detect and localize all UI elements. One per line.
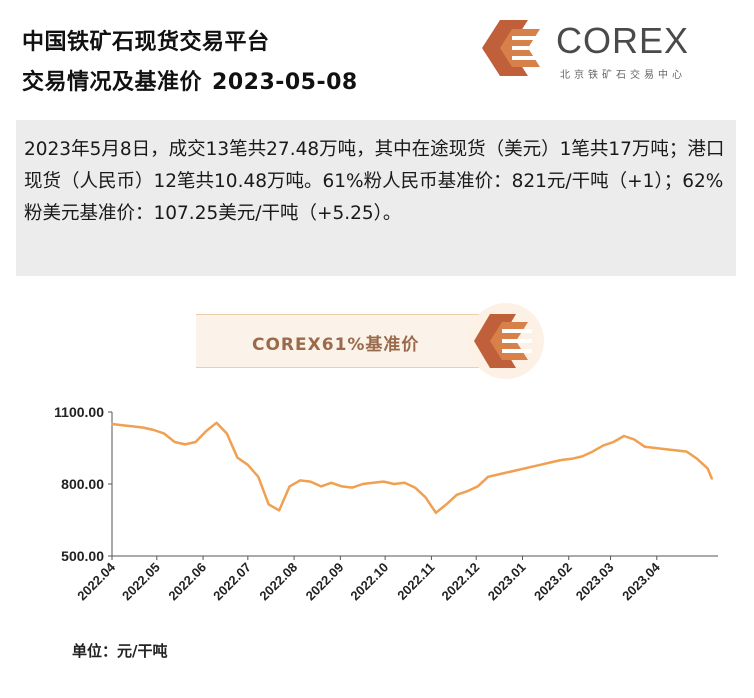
banner-label: COREX61%基准价 bbox=[252, 335, 420, 355]
y-tick-labels: 1100.00 800.00 500.00 bbox=[54, 404, 112, 564]
x-tick-label: 2022.07 bbox=[210, 560, 254, 604]
logo-wordmark: COREX bbox=[556, 20, 690, 61]
x-tick-label: 2022.04 bbox=[74, 559, 118, 603]
data-point bbox=[456, 494, 458, 496]
series-group bbox=[111, 421, 714, 515]
x-tick-label: 2022.05 bbox=[119, 560, 163, 604]
data-point bbox=[382, 480, 385, 483]
data-point bbox=[299, 479, 301, 482]
data-point bbox=[267, 503, 270, 506]
data-point bbox=[696, 458, 698, 460]
data-point bbox=[539, 464, 542, 466]
x-tick-label: 2022.09 bbox=[303, 560, 347, 604]
data-point bbox=[424, 496, 427, 498]
data-point bbox=[226, 432, 228, 435]
data-point bbox=[121, 424, 124, 426]
y-tick-label: 800.00 bbox=[61, 476, 104, 492]
x-tick-label: 2023.01 bbox=[485, 560, 529, 604]
data-point bbox=[550, 461, 552, 464]
data-point bbox=[529, 466, 531, 468]
data-point bbox=[393, 483, 395, 485]
data-point bbox=[351, 486, 354, 489]
data-point bbox=[508, 471, 510, 473]
data-point bbox=[633, 438, 636, 441]
data-point bbox=[132, 425, 134, 428]
x-tick-label: 2022.06 bbox=[165, 560, 209, 604]
x-tick-label: 2023.04 bbox=[619, 559, 663, 603]
benchmark-banner: COREX61%基准价 bbox=[196, 300, 546, 382]
data-point bbox=[278, 509, 281, 512]
data-point bbox=[435, 512, 437, 514]
data-point bbox=[711, 478, 713, 480]
x-tick-label: 2022.11 bbox=[394, 560, 437, 603]
data-point bbox=[215, 422, 218, 424]
x-tick-label: 2023.03 bbox=[573, 560, 617, 604]
unit-label: 单位：元/干吨 bbox=[72, 642, 168, 660]
x-tick-label: 2023.02 bbox=[531, 560, 575, 604]
data-point bbox=[330, 482, 333, 484]
data-point bbox=[665, 448, 667, 450]
trading-summary: 2023年5月8日，成交13笔共27.48万吨，其中在途现货（美元）1笔共17万… bbox=[16, 120, 736, 276]
x-tick-labels: 2022.04 2022.05 2022.06 2022.07 2022.08 2022.… bbox=[74, 556, 663, 603]
banner-box bbox=[196, 314, 486, 368]
data-point bbox=[341, 485, 343, 488]
data-point bbox=[320, 485, 322, 488]
data-point bbox=[654, 447, 657, 449]
data-point bbox=[581, 455, 583, 458]
corex-logo: COREX 北京铁矿石交易中心 bbox=[478, 12, 718, 84]
data-point bbox=[309, 480, 312, 483]
data-point bbox=[142, 426, 145, 429]
data-point bbox=[184, 443, 186, 446]
data-point bbox=[497, 473, 500, 476]
data-point bbox=[414, 486, 416, 489]
data-point bbox=[153, 429, 155, 431]
data-point bbox=[236, 456, 239, 459]
data-point bbox=[362, 483, 364, 485]
data-point bbox=[288, 485, 291, 488]
x-tick-label: 2022.12 bbox=[438, 560, 482, 604]
corex-emblem-icon bbox=[482, 20, 544, 76]
report-date: 2023-05-08 bbox=[212, 70, 358, 95]
data-point bbox=[111, 423, 113, 425]
data-point bbox=[685, 450, 688, 453]
data-point bbox=[403, 482, 406, 484]
data-point bbox=[247, 464, 249, 466]
price-series-line bbox=[111, 421, 714, 515]
data-point bbox=[173, 441, 176, 443]
data-point bbox=[466, 490, 469, 492]
data-point bbox=[445, 503, 448, 506]
data-point bbox=[570, 458, 573, 460]
y-tick-label: 1100.00 bbox=[54, 404, 104, 420]
data-point bbox=[675, 449, 677, 452]
data-point bbox=[602, 444, 604, 447]
data-point bbox=[205, 430, 207, 432]
data-point bbox=[591, 450, 594, 453]
data-point bbox=[560, 459, 563, 461]
data-point bbox=[194, 441, 197, 443]
banner-emblem-icon bbox=[468, 303, 544, 379]
page-title-line1: 中国铁矿石现货交易平台 bbox=[22, 30, 270, 55]
data-point bbox=[612, 441, 615, 443]
data-point bbox=[518, 468, 521, 471]
data-point bbox=[644, 446, 646, 448]
data-point bbox=[706, 467, 709, 470]
data-point bbox=[257, 476, 260, 478]
data-point bbox=[487, 476, 489, 478]
page-title-line2: 交易情况及基准价 2023-05-08 bbox=[22, 64, 358, 96]
page-subtitle: 交易情况及基准价 bbox=[22, 70, 203, 95]
data-point bbox=[476, 485, 479, 488]
x-tick-label: 2022.10 bbox=[347, 560, 391, 604]
y-tick-label: 500.00 bbox=[61, 548, 104, 564]
logo-subtitle: 北京铁矿石交易中心 bbox=[560, 70, 686, 81]
data-point bbox=[623, 435, 625, 437]
data-point bbox=[163, 432, 165, 435]
x-tick-label: 2022.08 bbox=[256, 560, 300, 604]
data-point bbox=[372, 482, 375, 484]
